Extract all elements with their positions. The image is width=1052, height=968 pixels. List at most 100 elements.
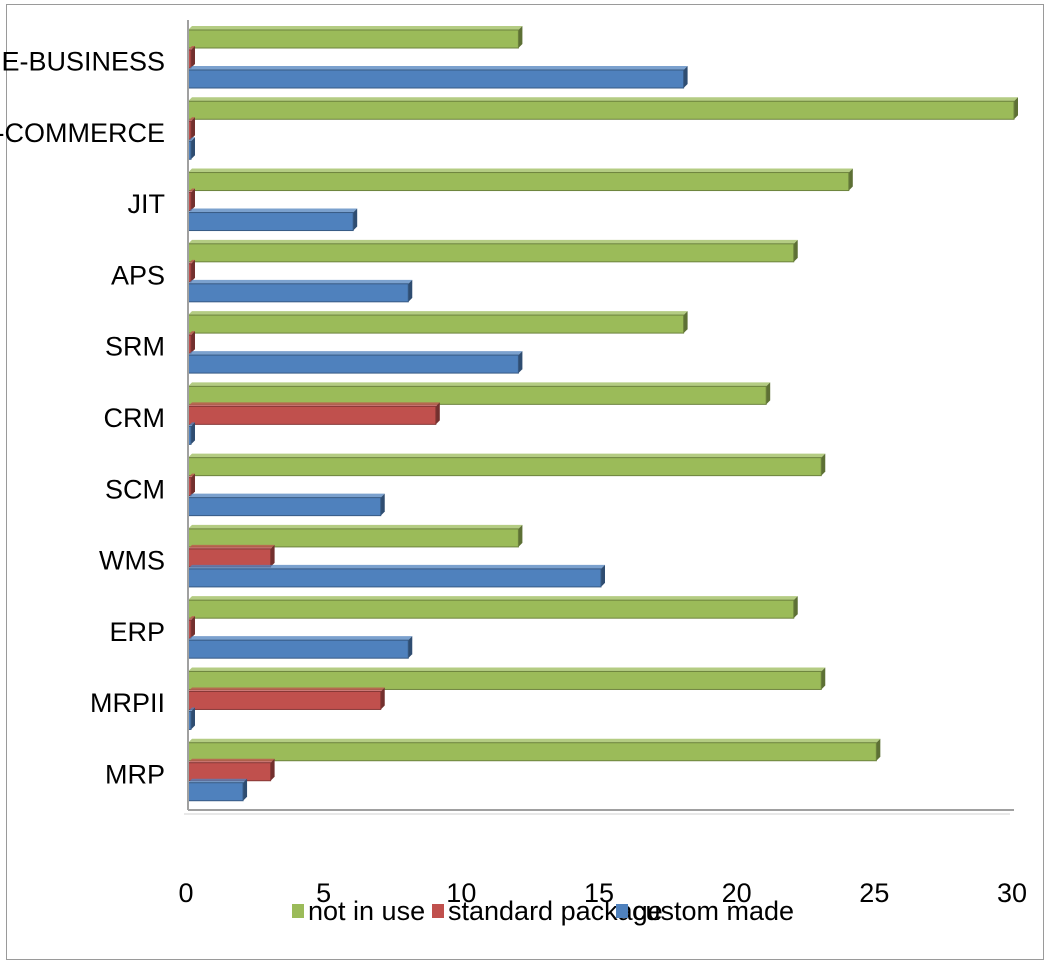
bar-front xyxy=(187,314,685,334)
bar-side-face xyxy=(191,707,195,730)
bar-scm-not-in-use xyxy=(187,453,826,477)
bar-top-face xyxy=(188,616,195,621)
bar-side-face xyxy=(821,453,826,476)
bar-side-face xyxy=(191,422,195,445)
bar-side-face xyxy=(793,596,798,619)
bar-side-face xyxy=(821,667,826,690)
x-tick-label: 25 xyxy=(859,878,889,908)
bars-layer xyxy=(187,26,1018,802)
bar-front xyxy=(187,29,519,49)
bar-front xyxy=(187,568,602,588)
bar-top-face xyxy=(188,26,523,30)
bar-front xyxy=(187,385,767,405)
bar-srm-custom-made xyxy=(187,351,523,374)
bar-erp-not-in-use xyxy=(187,596,798,619)
bar-front xyxy=(187,212,354,232)
bar-side-face xyxy=(435,402,440,425)
bar-top-face xyxy=(188,382,771,387)
x-tick-label: 0 xyxy=(178,878,193,908)
bar-top-face xyxy=(188,351,523,356)
bar-e-commerce-not-in-use xyxy=(187,97,1018,120)
bar-e-commerce-custom-made xyxy=(187,137,195,160)
bar-top-face xyxy=(188,473,195,478)
bar-aps-not-in-use xyxy=(187,239,798,263)
bar-front xyxy=(187,639,409,659)
bar-top-face xyxy=(188,97,1018,102)
bar-side-face xyxy=(408,636,413,659)
legend-item-not-in-use: not in use xyxy=(292,896,425,926)
x-tick-label: 15 xyxy=(584,878,614,908)
bar-side-face xyxy=(191,117,195,140)
bar-scm-custom-made xyxy=(187,493,385,517)
bar-side-face xyxy=(191,46,195,68)
legend-label: standard package xyxy=(448,896,663,926)
category-label: SRM xyxy=(105,332,165,362)
bar-side-face xyxy=(191,473,195,496)
bar-mrp-standard-package xyxy=(187,758,275,782)
bar-front xyxy=(187,172,850,192)
labels-layer: E-BUSINESS E-COMMERCE JIT APS SRM CRM SCM WMS ER… xyxy=(0,47,1027,908)
legend-swatch xyxy=(432,904,444,918)
bar-top-face xyxy=(188,188,195,193)
bar-side-face xyxy=(683,311,688,334)
bar-top-face xyxy=(188,738,881,743)
bar-mrp-not-in-use xyxy=(187,738,881,762)
bar-top-face xyxy=(188,778,248,783)
bar-erp-custom-made xyxy=(187,636,413,659)
legend-swatch xyxy=(616,904,628,918)
legend-swatch xyxy=(292,904,304,918)
bar-side-face xyxy=(380,493,385,516)
bar-side-face xyxy=(191,137,195,160)
bar-side-face xyxy=(191,616,195,639)
bar-side-face xyxy=(380,687,385,710)
bar-side-face xyxy=(408,279,413,302)
bar-top-face xyxy=(188,137,195,142)
bar-e-business-standard-package xyxy=(187,46,195,69)
bar-jit-not-in-use xyxy=(187,168,853,192)
bar-srm-standard-package xyxy=(187,331,195,354)
bar-side-face xyxy=(270,544,275,567)
bar-front xyxy=(187,354,519,374)
bar-side-face xyxy=(191,259,195,282)
bar-side-face xyxy=(243,778,248,801)
bar-top-face xyxy=(188,707,195,712)
bar-top-face xyxy=(188,331,195,336)
category-label: MRP xyxy=(105,759,165,789)
bar-top-face xyxy=(188,687,385,692)
bar-erp-standard-package xyxy=(187,616,195,639)
chart-frame xyxy=(6,4,1044,960)
bar-top-face xyxy=(188,564,605,569)
bar-top-face xyxy=(188,402,440,407)
category-label: E-COMMERCE xyxy=(0,118,165,148)
category-label: CRM xyxy=(104,403,166,433)
bar-mrpii-standard-package xyxy=(187,687,385,710)
category-label: JIT xyxy=(128,189,166,219)
bar-jit-standard-package xyxy=(187,188,195,212)
bar-side-face xyxy=(191,331,195,354)
bar-side-face xyxy=(191,188,195,211)
x-tick-label: 30 xyxy=(997,878,1027,908)
bar-side-face xyxy=(1014,97,1018,120)
bar-top-face xyxy=(188,453,826,458)
bar-top-face xyxy=(188,259,195,264)
bar-side-face xyxy=(518,351,523,374)
category-label: ERP xyxy=(109,617,165,647)
bar-top-face xyxy=(188,311,688,316)
bar-top-face xyxy=(188,596,798,601)
category-label: MRPII xyxy=(90,688,165,718)
bar-wms-custom-made xyxy=(187,564,605,588)
bar-top-face xyxy=(188,422,195,427)
bar-side-face xyxy=(848,168,853,191)
bar-front xyxy=(187,243,795,263)
bar-scm-standard-package xyxy=(187,473,195,497)
bar-aps-custom-made xyxy=(187,279,413,303)
bar-e-commerce-standard-package xyxy=(187,117,195,140)
category-label: E-BUSINESS xyxy=(1,47,165,77)
bar-front xyxy=(187,405,437,425)
bar-top-face xyxy=(188,544,275,549)
bar-side-face xyxy=(793,239,798,262)
bar-front xyxy=(187,670,822,690)
bar-top-face xyxy=(188,208,358,213)
bar-mrpii-not-in-use xyxy=(187,667,826,690)
axis-layer xyxy=(184,20,1014,815)
